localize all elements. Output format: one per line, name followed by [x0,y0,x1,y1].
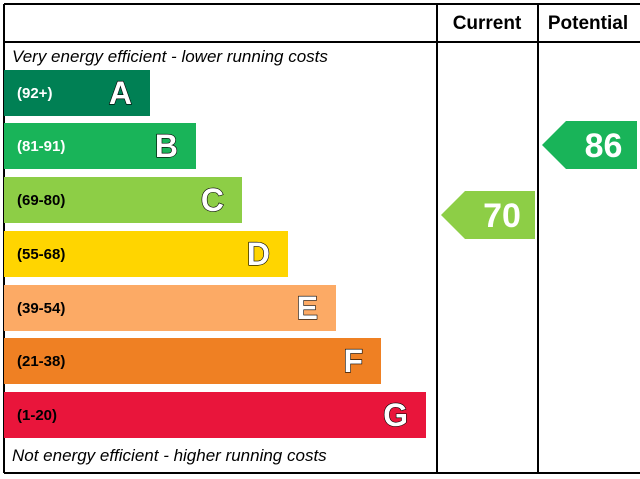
band-b-range: (81-91) [17,138,65,155]
band-e-range: (39-54) [17,300,65,317]
potential-rating-arrow [542,121,637,169]
band-d-range: (55-68) [17,246,65,263]
band-g-range: (1-20) [17,407,57,424]
band-g-letter: G [383,397,408,433]
band-c [4,177,242,223]
band-b-letter: B [155,128,178,164]
band-a [4,70,150,116]
rating-bands: (92+) A (81-91) B (69-80) C (55-68) D (39-54) E (2… [4,70,426,438]
band-a-letter: A [109,75,132,111]
band-g [4,392,426,438]
top-note: Very energy efficient - lower running co… [12,47,328,66]
band-b [4,123,196,169]
band-e-letter: E [297,290,318,326]
rating-markers: 70 86 [441,121,637,239]
band-e [4,285,336,331]
potential-rating-value: 86 [585,127,623,165]
band-c-letter: C [201,182,224,218]
band-f-range: (21-38) [17,353,65,370]
current-header: Current [453,13,522,34]
current-rating-value: 70 [483,197,521,235]
band-c-range: (69-80) [17,192,65,209]
band-f-letter: F [343,343,363,379]
band-a-range: (92+) [17,85,52,102]
current-rating-arrow [441,191,535,239]
band-d [4,231,288,277]
potential-header: Potential [548,13,628,34]
band-f [4,338,381,384]
band-d-letter: D [247,236,270,272]
bottom-note: Not energy efficient - higher running co… [12,446,327,465]
